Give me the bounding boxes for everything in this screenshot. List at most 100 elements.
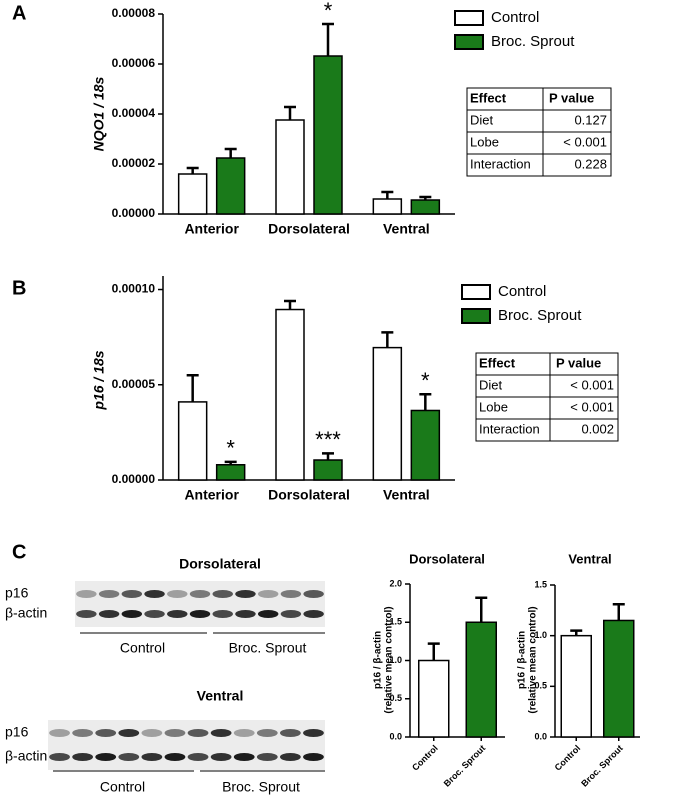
y-axis-label: NQO1 / 18s [91, 76, 107, 151]
bar [177, 173, 208, 215]
blot-band [164, 729, 186, 737]
bar [275, 308, 305, 481]
y-tick-label: 1.0 [534, 630, 547, 640]
blot-band [144, 610, 165, 618]
y-tick-label: 0.5 [534, 681, 547, 691]
significance-label: * [324, 0, 333, 23]
blot-band [95, 729, 117, 737]
blot-title: Dorsolateral [179, 556, 261, 572]
legend-label: Control [491, 9, 539, 26]
table-cell: Lobe [479, 399, 508, 414]
blot-band [279, 753, 301, 761]
blot-band [280, 610, 302, 618]
blot-band [141, 753, 163, 761]
y-tick-label: 1.0 [389, 655, 402, 665]
legend-swatch [461, 308, 491, 324]
blot-band [257, 590, 279, 598]
blot-band [210, 753, 232, 761]
blot-band [76, 590, 97, 598]
blot-band [141, 729, 163, 737]
y-tick-label: 0.00008 [112, 6, 156, 20]
bar [313, 55, 343, 215]
blot-band [72, 753, 94, 761]
bar [215, 464, 246, 481]
group-label: Broc. Sprout [222, 779, 300, 795]
blot-band [210, 729, 232, 737]
western-blot: Dorsolateral p16 β-actin Control Broc. Sprou… [5, 556, 325, 656]
blot-title: Ventral [197, 688, 244, 704]
table-cell: Diet [470, 112, 494, 127]
bar [418, 659, 450, 738]
error-bar [381, 190, 394, 199]
blot-image [48, 720, 325, 770]
blot-band [212, 590, 233, 598]
blot-band [257, 610, 279, 618]
x-tick-label: Dorsolateral [268, 221, 350, 237]
x-tick-label: Broc. Sprout [579, 743, 625, 789]
error-bar [322, 22, 334, 56]
blot-row-label: β-actin [5, 748, 47, 764]
y-tick-label: 0.0 [534, 731, 547, 741]
bar [560, 634, 592, 738]
blot-row-label: p16 [5, 724, 29, 740]
x-tick-label: Dorsolateral [268, 487, 350, 503]
bar [372, 346, 403, 481]
table-cell: 0.228 [574, 156, 607, 171]
significance-label: * [226, 436, 235, 461]
bar [410, 199, 441, 215]
y-tick-label: 0.5 [389, 693, 402, 703]
table: Effect P value Diet 0.127 Lobe < 0.001 Interac… [466, 87, 612, 177]
error-bar [186, 166, 199, 174]
blot-band [98, 610, 120, 618]
table-cell: < 0.001 [570, 377, 614, 392]
chart-title: Dorsolateral [409, 551, 485, 566]
blot-band [303, 610, 324, 618]
y-axis-label: p16 / β-actin [517, 631, 528, 689]
group-label: Control [100, 779, 145, 795]
table-cell: Interaction [479, 421, 540, 436]
error-bar [475, 596, 488, 623]
table-cell: < 0.001 [570, 399, 614, 414]
blot-band [212, 610, 233, 618]
legend-swatch [461, 284, 491, 300]
y-tick-label: 0.00010 [112, 282, 156, 296]
error-bar [419, 393, 432, 411]
blot-band [164, 753, 186, 761]
blot-band [233, 753, 255, 761]
blot-band [256, 753, 278, 761]
blot-band [167, 590, 188, 598]
blot-band [98, 590, 120, 598]
bar [215, 157, 246, 215]
y-axis-label: (relative mean control) [384, 606, 395, 713]
table-cell: Lobe [470, 134, 499, 149]
blot-band [76, 610, 97, 618]
legend-label: Control [498, 283, 546, 300]
table-cell: Diet [479, 377, 503, 392]
blot-band [49, 729, 70, 737]
x-tick-label: Control [553, 743, 583, 773]
blot-band [187, 753, 209, 761]
blot-band [95, 753, 117, 761]
blot-band [303, 753, 324, 761]
panel-label: C [12, 541, 26, 563]
table-cell: < 0.001 [563, 134, 607, 149]
y-tick-label: 0.0 [389, 731, 402, 741]
error-bar [322, 452, 334, 460]
error-bar [224, 147, 237, 158]
significance-label: * [421, 368, 430, 393]
table-cell: Interaction [470, 156, 531, 171]
blot-band [49, 753, 70, 761]
error-bar [427, 642, 440, 661]
y-tick-label: 1.5 [389, 617, 402, 627]
y-tick-label: 2.0 [389, 578, 402, 588]
blot-row-label: β-actin [5, 605, 47, 621]
blot-band [233, 729, 255, 737]
y-tick-label: 0.00002 [112, 156, 156, 170]
chart-title: Ventral [568, 551, 611, 566]
blot-band [235, 610, 256, 618]
error-bar [186, 373, 199, 402]
blot-band [256, 729, 278, 737]
blot-band [280, 590, 302, 598]
legend-label: Broc. Sprout [491, 33, 575, 50]
table-header: Effect [479, 355, 516, 370]
